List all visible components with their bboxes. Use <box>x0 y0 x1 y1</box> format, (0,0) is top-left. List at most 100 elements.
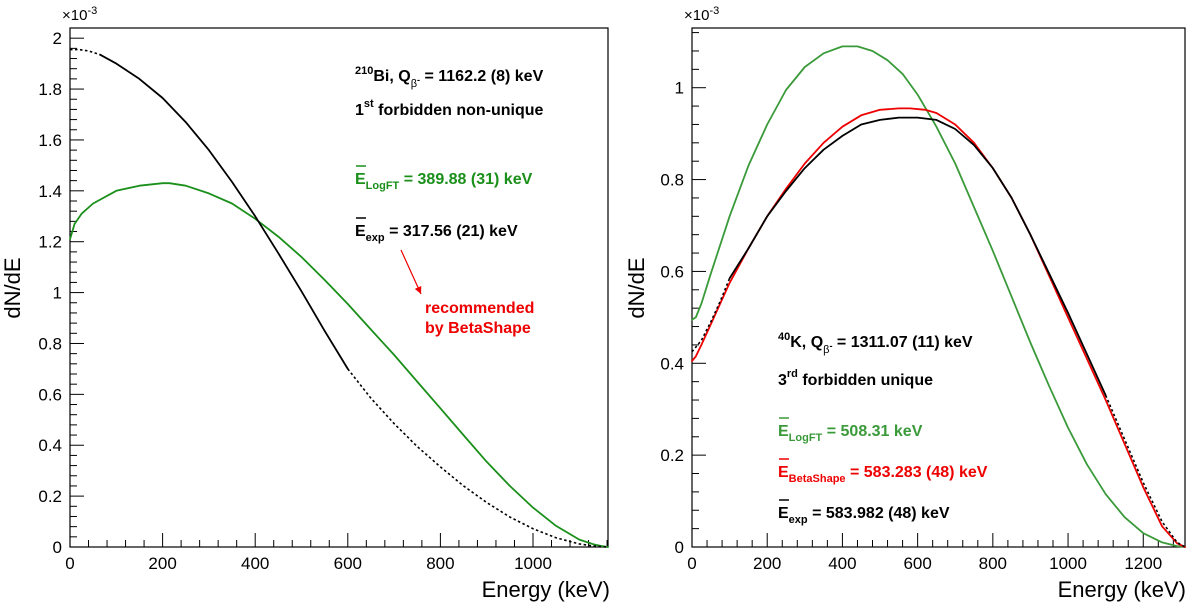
x-tick-label: 1200 <box>1124 554 1162 573</box>
logft-value: = 389.88 (31) keV <box>399 171 532 188</box>
series-layer <box>69 48 609 548</box>
x-tick-label: 1000 <box>1049 554 1087 573</box>
y-tick-label: 1.2 <box>38 233 62 252</box>
recommended-label: recommended <box>425 300 534 317</box>
logft-sub: LogFT <box>789 432 823 444</box>
series-line <box>69 182 609 548</box>
transition-type: 1st forbidden non-unique <box>355 98 544 119</box>
logft-sub: LogFT <box>366 180 400 192</box>
q-subscript: β <box>411 78 417 90</box>
betashape-mean-energy: EBetaShape = 583.283 (48) keV <box>778 464 988 485</box>
betashape-E: E <box>778 464 789 481</box>
y-tick-label: 1.4 <box>38 182 62 201</box>
chart-right: 0 200 400 600 800 1000 1200 0 0.2 0.4 0.6 0.8 1 dN/d… <box>624 5 1186 602</box>
q-value: = 1162.2 (8) keV <box>420 68 544 85</box>
y-tick-label: 0.8 <box>660 171 684 190</box>
x-tick-label: 400 <box>828 554 856 573</box>
recommended-label-2: by BetaShape <box>425 320 531 337</box>
recommended-arrow <box>400 249 422 295</box>
y-tick-label: 1 <box>53 284 62 303</box>
series-line <box>691 277 731 353</box>
exp-sub: exp <box>366 232 385 244</box>
transition-type: 3rd forbidden unique <box>778 368 933 389</box>
logft-value: = 508.31 keV <box>822 423 922 440</box>
series-line <box>728 116 1107 397</box>
y-tick-label: 0.4 <box>38 436 62 455</box>
order-number: 1 <box>355 102 364 119</box>
exp-value: = 583.982 (48) keV <box>808 505 950 522</box>
y-tick-label: 0.4 <box>660 354 684 373</box>
axis-ticks: 0 200 400 600 800 1000 0 0.2 0.4 0.6 0.8 1 1.2 1.4 1.6… <box>38 27 608 573</box>
x-tick-label: 400 <box>241 554 269 573</box>
y-tick-label: 0 <box>53 538 62 557</box>
series-layer <box>691 45 1186 548</box>
order-number: 3 <box>778 372 787 389</box>
y-tick-label: 0.2 <box>660 446 684 465</box>
y-tick-label: 0 <box>675 538 684 557</box>
exp-E: E <box>355 223 366 240</box>
y-tick-label: 1.8 <box>38 80 62 99</box>
q-subscript: β <box>823 344 829 356</box>
x-tick-label: 200 <box>753 554 781 573</box>
q-value: = 1311.07 (11) keV <box>832 334 972 351</box>
betashape-sub: BetaShape <box>789 473 846 485</box>
x-axis-label: Energy (keV) <box>1058 577 1186 602</box>
y-tick-label: 0.6 <box>660 262 684 281</box>
x-tick-label: 1000 <box>514 554 552 573</box>
series-line <box>691 107 1186 548</box>
plot-frame <box>69 27 609 548</box>
x-tick-label: 800 <box>426 554 454 573</box>
x-tick-label: 0 <box>687 554 696 573</box>
y-multiplier-base: ×10 <box>62 7 87 24</box>
y-multiplier-exp: -3 <box>87 5 97 17</box>
logft-mean-energy: ELogFT = 389.88 (31) keV <box>355 171 533 192</box>
x-tick-label: 200 <box>148 554 176 573</box>
y-tick-label: 1 <box>675 79 684 98</box>
nuclide-title: 210Bi, Qβ- = 1162.2 (8) keV <box>355 65 544 90</box>
nuclide-title: 40K, Qβ- = 1311.07 (11) keV <box>778 331 973 356</box>
mass-number: 40 <box>778 331 790 343</box>
logft-E: E <box>778 423 789 440</box>
series-line <box>1104 395 1186 548</box>
series-line <box>99 53 349 370</box>
x-tick-label: 0 <box>65 554 74 573</box>
y-axis-label: dN/dE <box>624 257 649 318</box>
q-sup: - <box>417 75 420 85</box>
x-axis-label: Energy (keV) <box>482 577 610 602</box>
logft-mean-energy: ELogFT = 508.31 keV <box>778 423 923 444</box>
axis-ticks: 0 200 400 600 800 1000 1200 0 0.2 0.4 0.6 0.8 1 <box>660 32 1174 573</box>
y-multiplier: ×10-3 <box>62 5 97 24</box>
x-tick-label: 600 <box>334 554 362 573</box>
x-tick-label: 600 <box>903 554 931 573</box>
exp-E: E <box>778 505 789 522</box>
order-sup: rd <box>787 368 798 380</box>
y-axis-label: dN/dE <box>0 257 25 318</box>
plot-frame <box>691 27 1186 548</box>
x-tick-label: 800 <box>979 554 1007 573</box>
exp-sub: exp <box>789 514 808 526</box>
mass-number: 210 <box>355 65 373 77</box>
series-line <box>70 48 101 56</box>
y-multiplier: ×10-3 <box>684 5 719 24</box>
chart-left: 0 200 400 600 800 1000 0 0.2 0.4 0.6 0.8 1 1.2 1.4 1.6… <box>0 5 610 602</box>
y-multiplier-exp: -3 <box>709 5 719 17</box>
y-multiplier-base: ×10 <box>684 7 709 24</box>
order-sup: st <box>364 98 374 110</box>
y-tick-label: 0.2 <box>38 487 62 506</box>
series-line <box>691 45 1186 548</box>
transition-text: forbidden non-unique <box>374 102 544 119</box>
exp-mean-energy: Eexp = 583.982 (48) keV <box>778 505 950 526</box>
logft-E: E <box>355 171 366 188</box>
y-tick-label: 2 <box>53 29 62 48</box>
transition-text: forbidden unique <box>798 372 933 389</box>
exp-mean-energy: Eexp = 317.56 (21) keV <box>355 223 518 244</box>
y-tick-label: 0.8 <box>38 334 62 353</box>
exp-value: = 317.56 (21) keV <box>385 223 518 240</box>
q-sup: - <box>829 341 832 351</box>
series-line <box>347 368 609 548</box>
betashape-value: = 583.283 (48) keV <box>846 464 988 481</box>
y-tick-label: 0.6 <box>38 385 62 404</box>
nuclide-q: K, Q <box>790 334 823 351</box>
y-tick-label: 1.6 <box>38 131 62 150</box>
